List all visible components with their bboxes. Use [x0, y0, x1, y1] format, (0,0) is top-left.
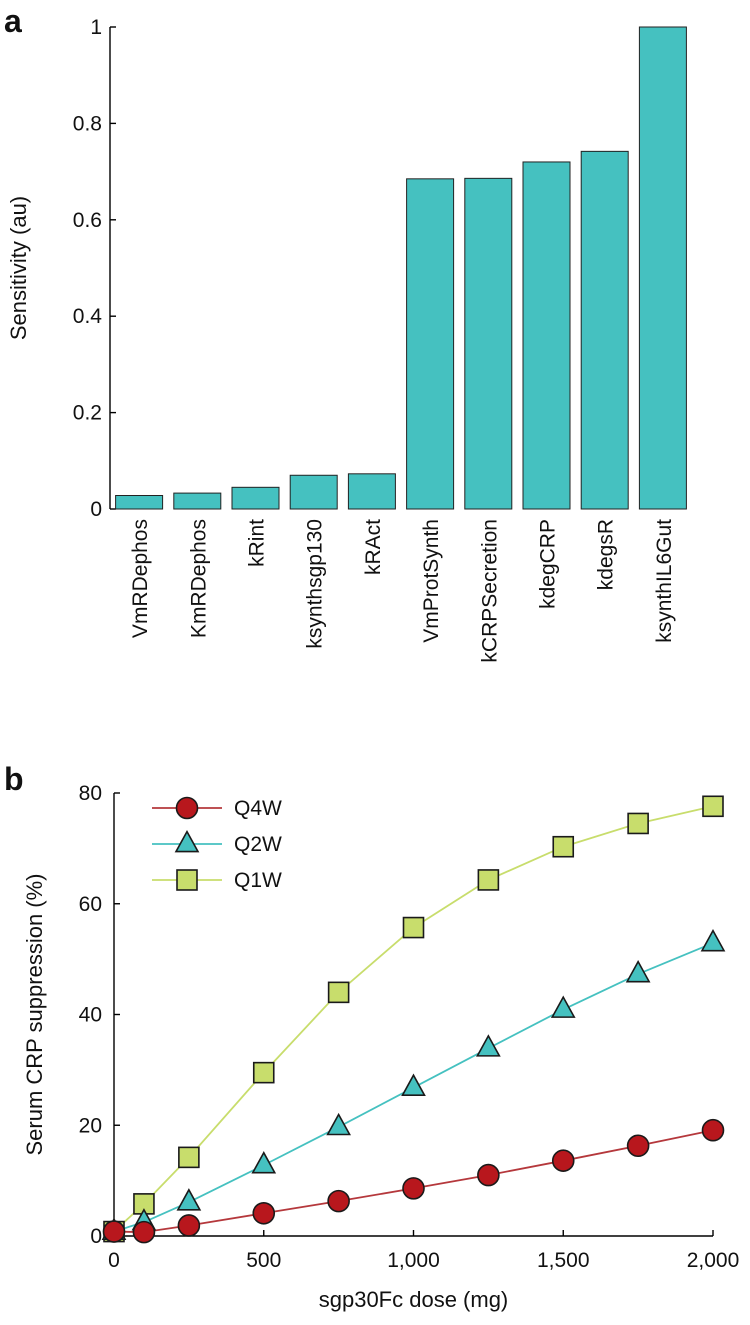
y-tick-label: 1	[90, 16, 102, 39]
data-point-q2w	[251, 1151, 277, 1174]
y-tick-label: 80	[79, 782, 102, 805]
bar	[522, 161, 571, 510]
data-point-q2w	[476, 1034, 501, 1057]
data-point-q1w	[552, 835, 575, 858]
series-line-q2w	[113, 942, 714, 1233]
x-category-label: ksynthsgp130	[304, 519, 327, 649]
data-point-q4w	[327, 1189, 350, 1213]
y-tick-label: 0.4	[73, 305, 103, 328]
x-category-label: kRAct	[362, 519, 385, 575]
legend-marker	[176, 869, 198, 891]
x-tick-label: 1,500	[537, 1249, 590, 1272]
x-tick-label: 1,000	[387, 1249, 440, 1272]
y-tick-label: 0.2	[73, 402, 102, 425]
series-line-q1w	[113, 805, 714, 1233]
panel-label-b: b	[4, 761, 24, 797]
y-axis-title: Sensitivity (au)	[6, 196, 31, 340]
data-point-q1w	[402, 916, 425, 939]
data-point-q1w	[178, 1146, 200, 1169]
x-category-label: kdegCRP	[537, 519, 560, 609]
legend-marker	[174, 829, 200, 853]
panel-label-a: a	[4, 3, 22, 39]
data-point-q2w	[401, 1073, 426, 1096]
legend-marker	[175, 796, 199, 820]
bar	[115, 495, 164, 510]
data-point-q4w	[177, 1214, 201, 1237]
y-tick-label: 0	[90, 1225, 102, 1248]
data-point-q1w	[252, 1061, 275, 1084]
data-point-q1w	[477, 869, 500, 891]
data-point-q4w	[477, 1163, 500, 1187]
x-tick-label: 2,000	[687, 1249, 740, 1272]
data-point-q1w	[627, 812, 649, 835]
y-tick-label: 0.8	[73, 112, 102, 135]
data-point-q4w	[551, 1149, 575, 1172]
bar	[347, 473, 396, 510]
y-tick-label: 0	[90, 498, 102, 521]
y-tick-label: 20	[79, 1114, 102, 1137]
x-axis-title: sgp30Fc dose (mg)	[319, 1287, 509, 1312]
line-chart-crp-suppression: 0 20 40 60 80 0 500 1,000 1,500 2,000 Q4W Q2W Q1W sgp…	[22, 782, 739, 1312]
bar	[464, 177, 513, 510]
x-tick-label: 0	[108, 1249, 120, 1272]
data-point-q4w	[402, 1177, 425, 1200]
x-category-label: kCRPSecretion	[478, 519, 501, 663]
data-point-q2w	[700, 929, 726, 952]
data-point-q1w	[702, 795, 724, 818]
legend-label: Q1W	[234, 869, 282, 892]
x-category-label: kdegsR	[595, 519, 618, 590]
bar-chart-sensitivity: 0 0.2 0.4 0.6 0.8 1 VmRDephos KmRDephos kRint ksy…	[6, 16, 687, 663]
y-tick-label: 60	[79, 893, 102, 916]
bar	[231, 486, 280, 510]
x-tick-label: 500	[246, 1249, 281, 1272]
bar	[638, 26, 687, 510]
data-point-q2w	[550, 995, 576, 1018]
data-point-q4w	[102, 1220, 126, 1243]
bar	[289, 474, 338, 510]
bar	[173, 492, 222, 510]
series-line-q4w	[113, 1129, 714, 1234]
data-point-q2w	[625, 960, 651, 983]
x-category-label: KmRDephos	[187, 519, 210, 638]
y-tick-label: 0.6	[73, 209, 102, 232]
data-point-q2w	[176, 1188, 202, 1211]
x-category-label: ksynthIL6Gut	[653, 519, 676, 643]
x-category-label: kRint	[246, 519, 269, 567]
data-point-q4w	[626, 1134, 650, 1158]
bar	[580, 150, 629, 510]
data-point-q4w	[701, 1118, 725, 1142]
x-category-label: VmRDephos	[129, 519, 152, 638]
data-point-q4w	[252, 1201, 276, 1225]
x-category-label: VmProtSynth	[420, 519, 443, 643]
legend-label: Q2W	[234, 833, 282, 856]
bar	[406, 178, 455, 510]
data-point-q1w	[327, 981, 350, 1004]
y-tick-label: 40	[79, 1004, 102, 1027]
data-point-q4w	[132, 1220, 156, 1244]
data-point-q2w	[326, 1112, 351, 1136]
legend-label: Q4W	[234, 797, 282, 820]
y-axis-title: Serum CRP suppression (%)	[22, 873, 47, 1155]
